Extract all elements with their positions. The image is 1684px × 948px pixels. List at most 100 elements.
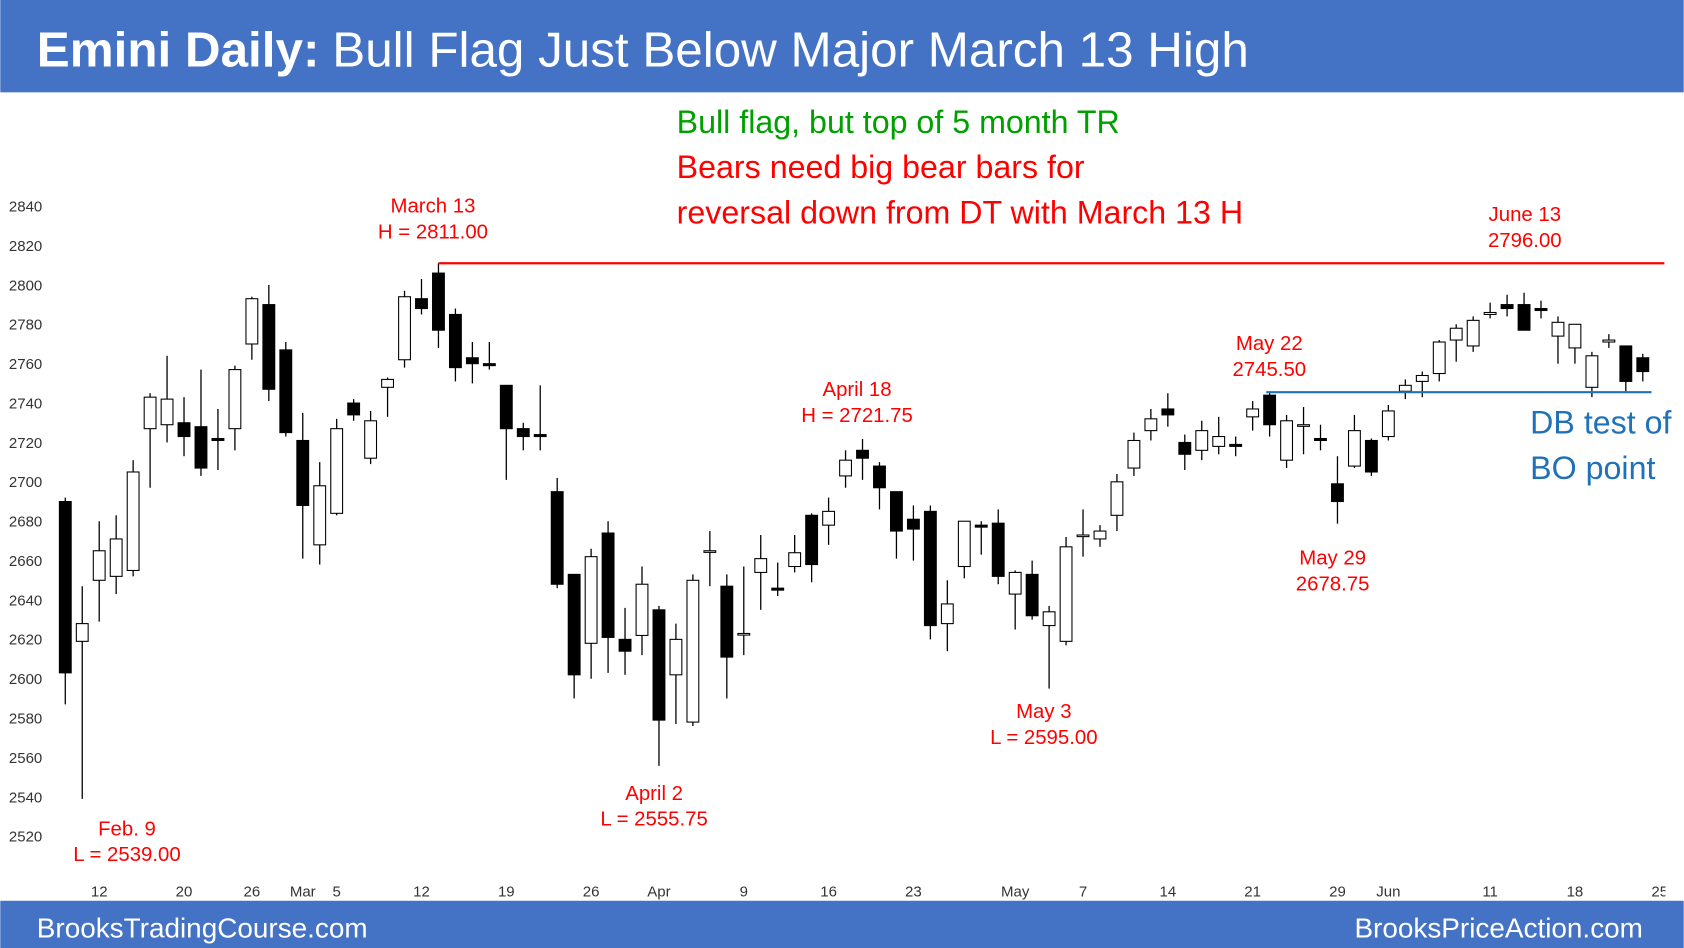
- candle-body: [262, 304, 276, 390]
- annotation: June 13: [1489, 204, 1562, 226]
- candle-body: [652, 609, 666, 721]
- y-tick-label: 2760: [9, 356, 42, 373]
- annotation: 2796.00: [1488, 230, 1562, 252]
- annotation: Bull flag, but top of 5 month TR: [677, 104, 1120, 140]
- x-tick-label: 16: [820, 883, 837, 900]
- candle-body: [1110, 481, 1124, 516]
- candle-body: [1076, 534, 1090, 538]
- candle-body: [584, 556, 598, 644]
- candle-body: [771, 587, 785, 591]
- candle-body: [533, 434, 547, 438]
- x-tick-label: 25: [1651, 883, 1668, 900]
- y-tick-label: 2820: [9, 238, 42, 255]
- candle-body: [245, 298, 259, 345]
- x-tick-label: Mar: [290, 883, 316, 900]
- annotation: H = 2811.00: [378, 221, 488, 243]
- x-tick-label: 14: [1159, 883, 1176, 900]
- x-tick-label: 18: [1567, 883, 1584, 900]
- candle-body: [1483, 311, 1497, 315]
- candle-body: [482, 363, 496, 367]
- candle-body: [1517, 304, 1531, 331]
- annotation: April 18: [822, 379, 891, 401]
- candle-body: [1432, 341, 1446, 375]
- candle-body: [58, 500, 72, 674]
- x-tick-label: 5: [333, 883, 341, 900]
- candle-body: [1534, 308, 1548, 312]
- footer-bar: [0, 900, 1684, 948]
- candle-body: [313, 485, 327, 546]
- x-tick-label: 12: [91, 883, 108, 900]
- candle-body: [1449, 327, 1463, 341]
- x-tick-label: 7: [1079, 883, 1087, 900]
- candle-body: [1042, 611, 1056, 627]
- candle-body: [754, 558, 768, 573]
- annotation: L = 2595.00: [990, 727, 1097, 749]
- annotation: Bears need big bear bars for: [677, 149, 1085, 185]
- candle-body: [1466, 319, 1480, 347]
- annotation: H = 2721.75: [801, 405, 913, 427]
- y-tick-label: 2640: [9, 592, 42, 609]
- annotation: 2745.50: [1232, 359, 1306, 381]
- annotation: BO point: [1530, 450, 1655, 486]
- candle-body: [432, 272, 445, 331]
- candle-body: [1008, 571, 1022, 595]
- x-tick-label: 29: [1329, 883, 1346, 900]
- annotation: DB test of: [1530, 405, 1671, 441]
- candle-body: [1636, 357, 1650, 373]
- y-tick-label: 2600: [9, 671, 42, 688]
- candle-body: [1025, 573, 1039, 617]
- candle-body: [1314, 437, 1327, 442]
- candle-body: [398, 296, 411, 361]
- candle-body: [126, 471, 140, 571]
- candle-body: [703, 550, 717, 553]
- x-tick-label: 20: [176, 883, 193, 900]
- y-tick-label: 2620: [9, 632, 42, 649]
- candle-body: [1093, 530, 1107, 540]
- y-tick-label: 2660: [9, 553, 42, 570]
- candle-body: [1178, 441, 1192, 455]
- x-tick-label: Jun: [1376, 883, 1400, 900]
- candle-body: [720, 585, 734, 658]
- candle-body: [839, 459, 852, 477]
- annotation: May 3: [1016, 701, 1071, 723]
- candle-body: [347, 402, 361, 416]
- candle-body: [296, 439, 310, 507]
- y-tick-label: 2740: [9, 395, 42, 412]
- candle-body: [1144, 418, 1158, 432]
- candle-body: [109, 538, 123, 577]
- x-tick-label: 12: [413, 883, 430, 900]
- candle-body: [211, 437, 225, 442]
- y-tick-label: 2720: [9, 435, 42, 452]
- candle-body: [805, 514, 819, 566]
- candle-body: [856, 449, 869, 459]
- candle-body: [1229, 443, 1243, 447]
- candle-body: [330, 428, 344, 514]
- annotation: reversal down from DT with March 13 H: [677, 194, 1243, 230]
- candle-body: [92, 550, 106, 581]
- candle-body: [75, 623, 89, 642]
- annotation: Feb. 9: [98, 818, 156, 840]
- candle-body: [923, 510, 937, 627]
- x-tick-label: 23: [905, 883, 922, 900]
- candle-body: [1551, 321, 1565, 337]
- candle-body: [669, 638, 683, 676]
- title: Bull Flag Just Below Major March 13 High: [332, 23, 1249, 78]
- candle-body: [499, 384, 513, 430]
- header-bar: [0, 0, 1684, 93]
- candle-body: [737, 632, 751, 636]
- candle-body: [788, 552, 802, 568]
- footer-left: BrooksTradingCourse.com: [37, 912, 368, 943]
- title-bold: Emini Daily:: [37, 23, 320, 78]
- candle-body: [974, 524, 988, 528]
- candle-body: [1415, 374, 1429, 382]
- candle-body: [194, 426, 208, 469]
- annotation: May 29: [1299, 548, 1366, 570]
- candle-body: [381, 378, 395, 388]
- x-axis: 12 20 26 Mar 5 12 19 26 Apr 9 16 23 May 7 14 21 29 Jun 11 1…: [91, 883, 1668, 900]
- candle-body: [940, 603, 954, 625]
- annotation: May 22: [1236, 333, 1303, 355]
- candle-body: [415, 298, 428, 310]
- candle-body: [228, 369, 242, 430]
